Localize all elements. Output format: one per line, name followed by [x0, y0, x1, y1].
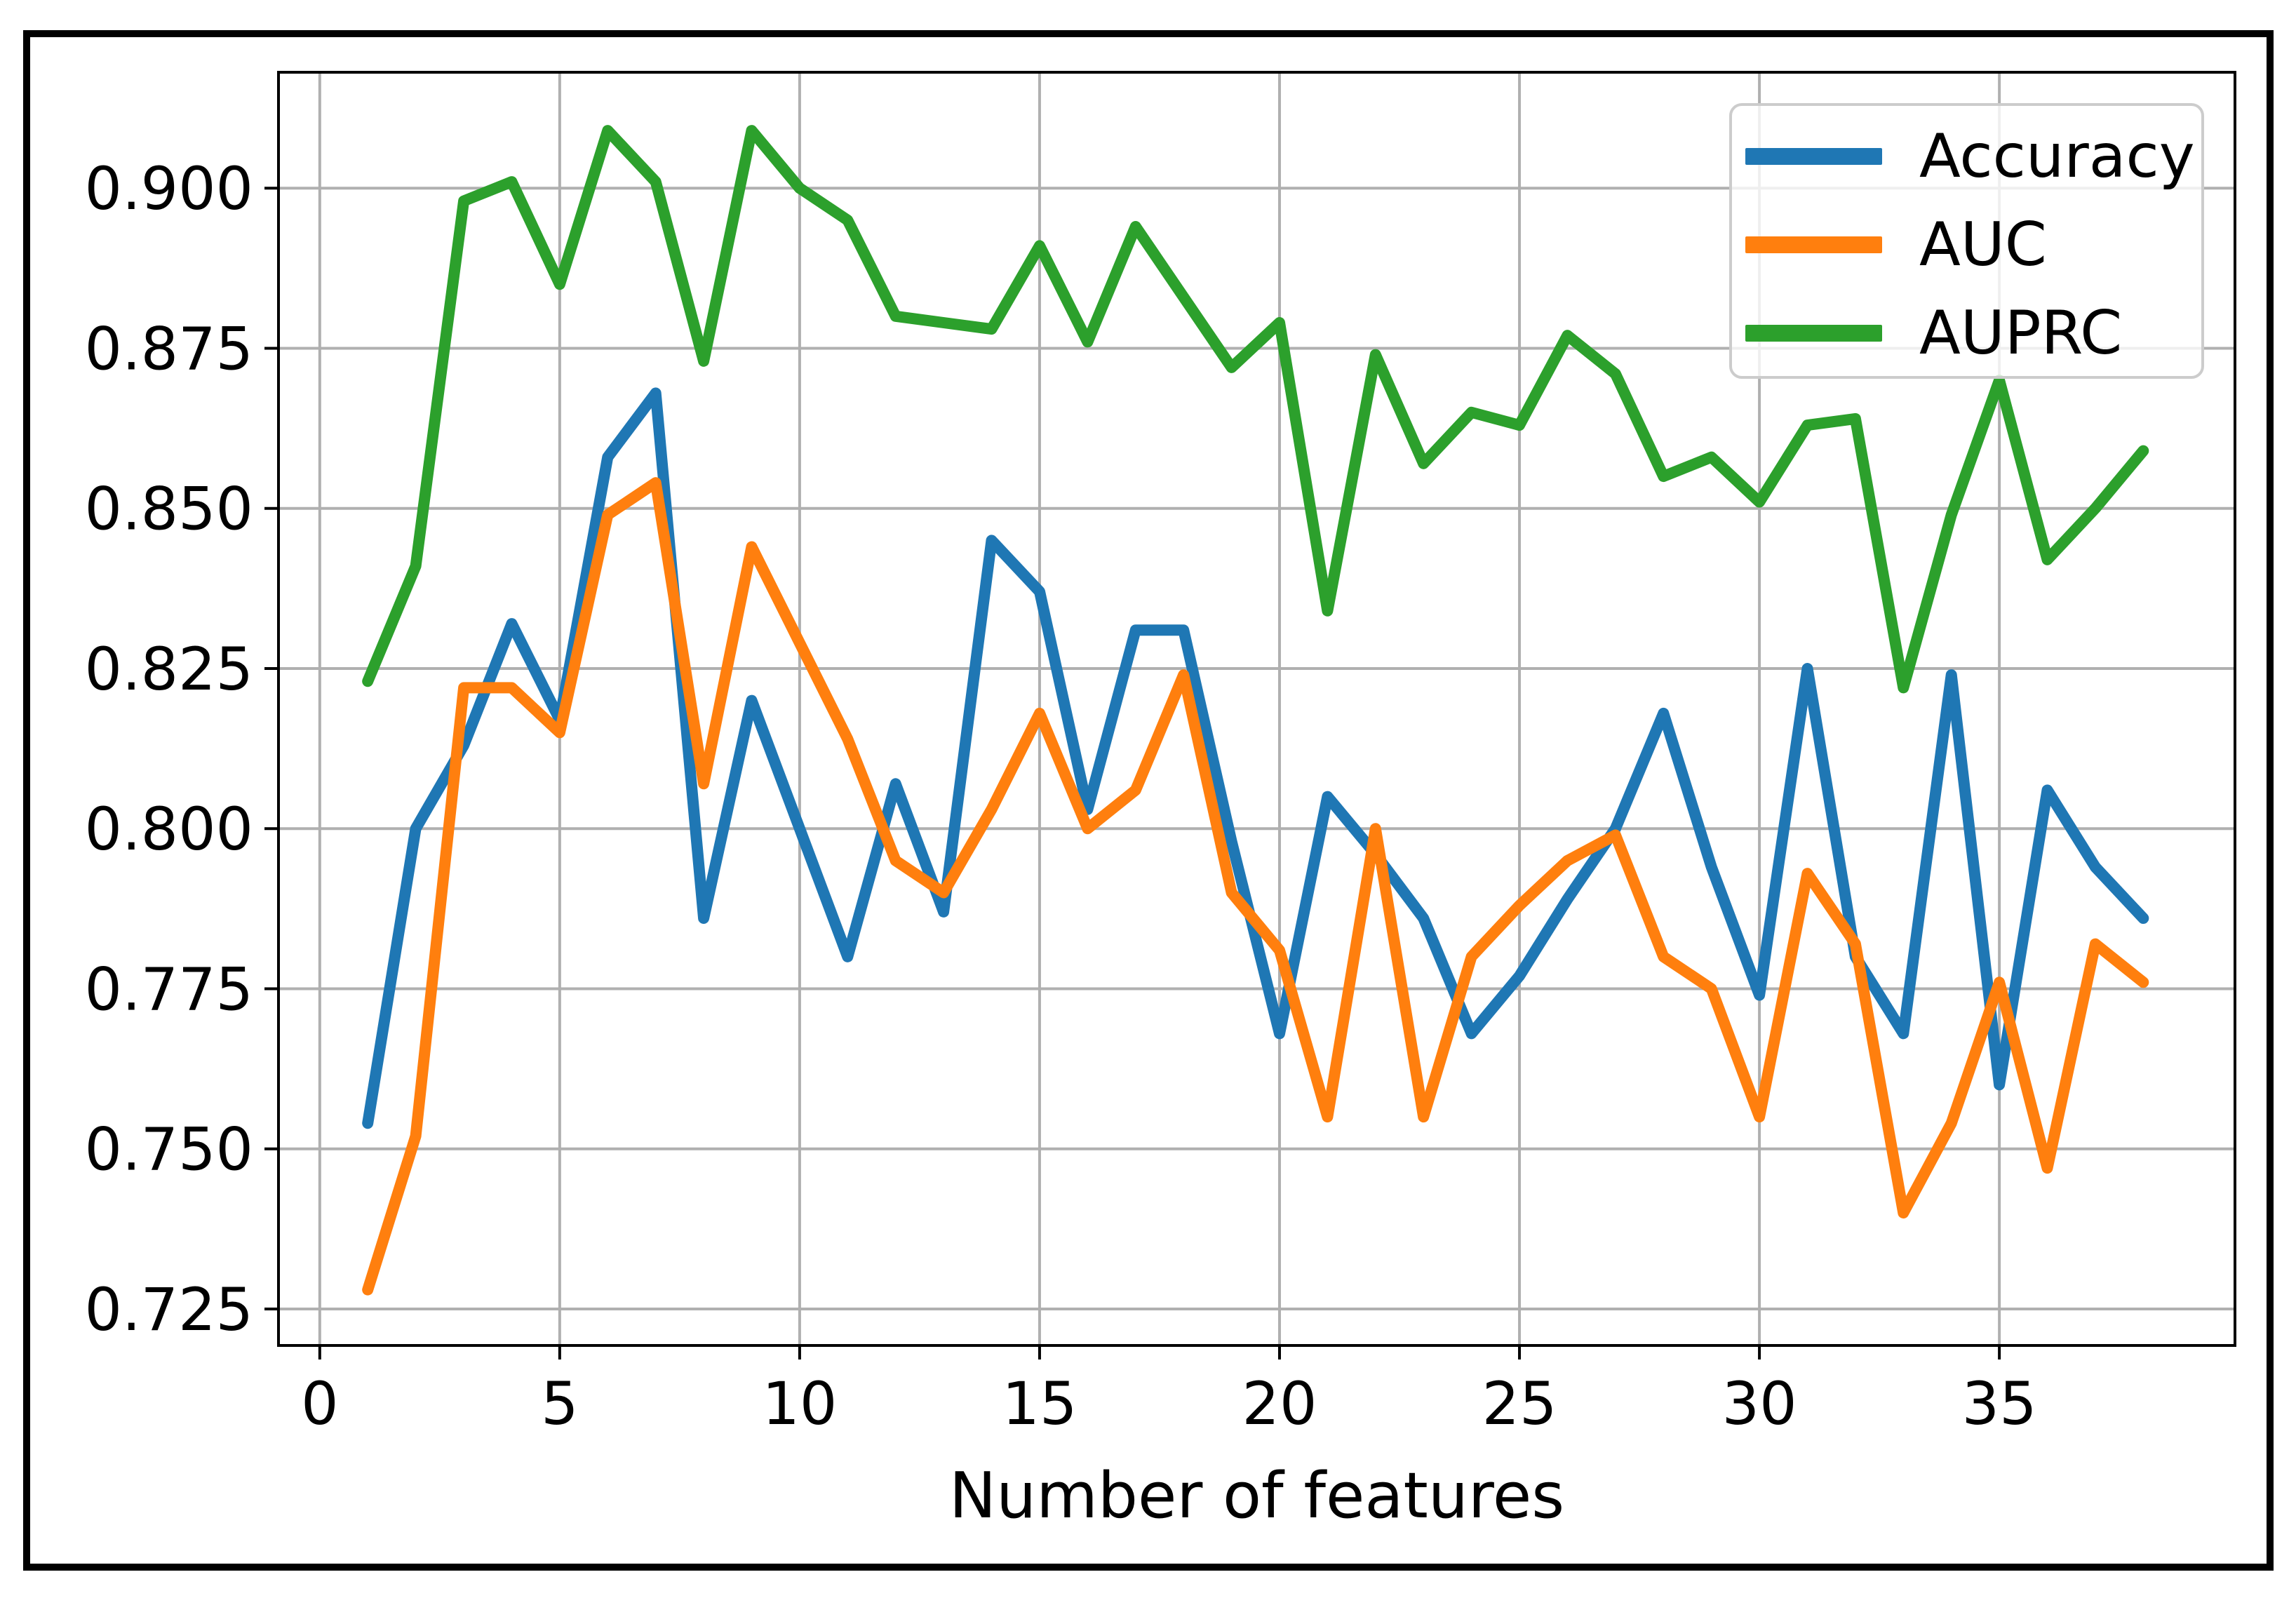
figure-border: [23, 30, 2274, 1571]
legend-item-accuracy: Accuracy: [1745, 112, 2201, 201]
y-tick-label: 0.875: [85, 314, 253, 383]
auprc-series-line: [362, 125, 2149, 694]
x-tick-label: 5: [541, 1369, 578, 1438]
x-tick-label: 15: [1002, 1369, 1077, 1438]
y-tick-label: 0.800: [85, 795, 253, 864]
x-tick-label: 20: [1242, 1369, 1317, 1438]
x-tick-label: 0: [301, 1369, 338, 1438]
legend-item-auc: AUC: [1745, 201, 2201, 289]
legend-label-auprc: AUPRC: [1919, 298, 2123, 368]
x-axis-title: Number of features: [948, 1459, 1565, 1533]
y-tick-label: 0.725: [85, 1275, 253, 1344]
x-tick-label: 30: [1722, 1369, 1797, 1438]
auprc-line-swatch: [1745, 325, 1882, 342]
accuracy-line-swatch: [1745, 148, 1882, 165]
legend: Accuracy AUC AUPRC: [1729, 103, 2204, 379]
x-tick-label: 35: [1962, 1369, 2037, 1438]
legend-label-auc: AUC: [1919, 210, 2047, 280]
y-tick-label: 0.900: [85, 154, 253, 223]
y-tick-label: 0.825: [85, 635, 253, 704]
legend-item-auprc: AUPRC: [1745, 289, 2201, 377]
auc-line-swatch: [1745, 236, 1882, 253]
axes-spines: [277, 71, 2236, 1347]
accuracy-series-line: [362, 387, 2149, 1129]
auc-series-line: [362, 477, 2149, 1296]
legend-label-accuracy: Accuracy: [1919, 121, 2195, 192]
y-tick-label: 0.750: [85, 1115, 253, 1184]
y-tick-label: 0.850: [85, 475, 253, 544]
y-tick-label: 0.775: [85, 955, 253, 1023]
x-tick-label: 10: [762, 1369, 837, 1438]
x-tick-label: 25: [1482, 1369, 1557, 1438]
